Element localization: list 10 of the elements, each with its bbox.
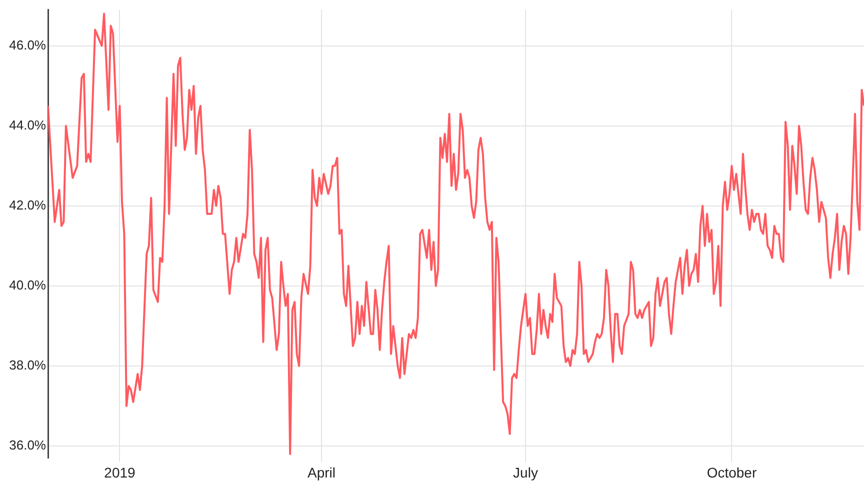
y-tick-label: 40.0% (9, 278, 46, 292)
y-tick-label: 42.0% (9, 197, 46, 212)
y-tick-label: 36.0% (9, 438, 46, 453)
y-tick-label: 44.0% (9, 117, 46, 132)
y-tick-label: 38.0% (9, 358, 46, 373)
x-tick-label: April (307, 464, 336, 480)
x-tick-label: July (513, 464, 538, 480)
x-tick-label: October (706, 464, 757, 480)
x-tick-label: 2019 (104, 464, 136, 480)
y-tick-label: 46.0% (9, 37, 46, 52)
